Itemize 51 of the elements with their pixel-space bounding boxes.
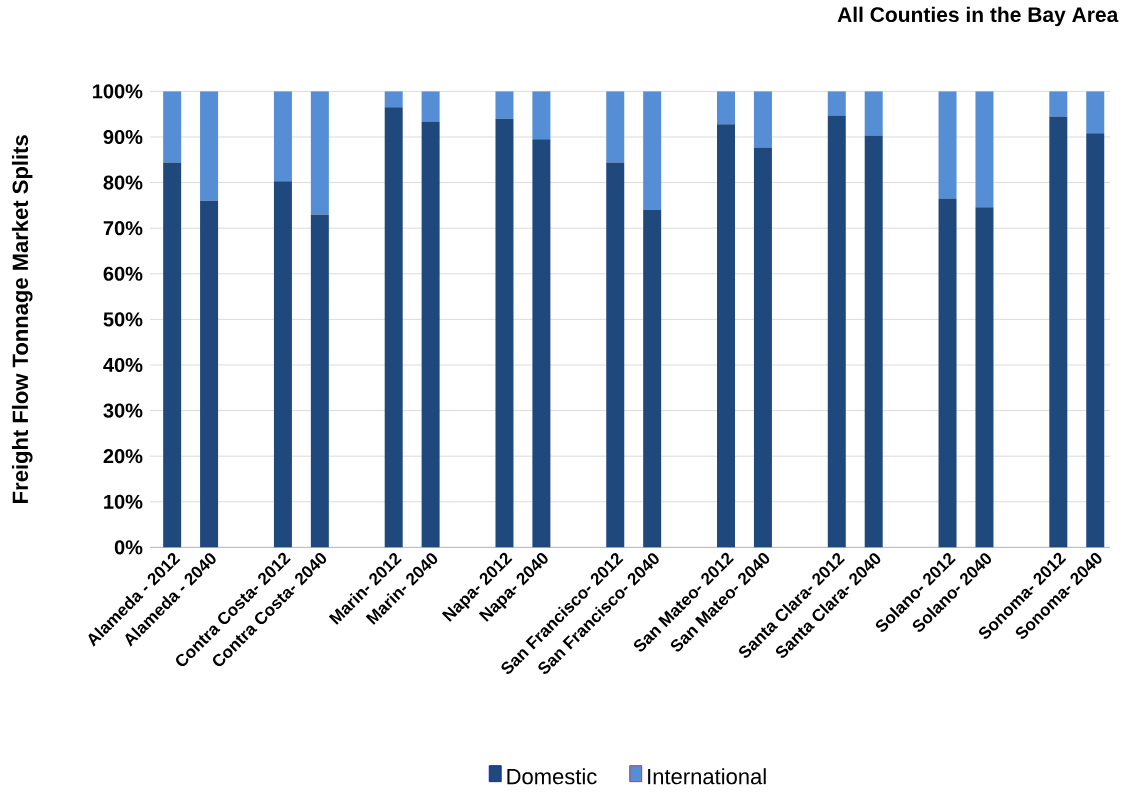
bar: [495, 91, 514, 119]
bar: [938, 198, 957, 548]
bar: [1086, 133, 1105, 548]
y-tick-label: 90%: [103, 129, 143, 144]
legend-label: International: [648, 768, 766, 785]
bar: [606, 162, 625, 548]
bar: [273, 181, 292, 548]
bar: [717, 91, 736, 125]
bar: [864, 91, 883, 136]
y-tick-label: 60%: [103, 266, 143, 281]
bar: [606, 91, 625, 163]
bar: [384, 107, 403, 548]
bar: [1049, 116, 1068, 548]
bar: [827, 115, 846, 548]
bar: [1049, 91, 1068, 117]
bar: [827, 91, 846, 116]
bar: [717, 124, 736, 548]
bar: [421, 121, 440, 548]
bar: [200, 91, 219, 201]
y-tick-label: 40%: [103, 357, 143, 372]
bar: [310, 214, 329, 548]
y-axis-title: Freight Flow Tonnage Market Splits: [11, 135, 33, 503]
bar: [643, 91, 662, 210]
bar: [273, 91, 292, 182]
y-tick-label: 20%: [103, 448, 143, 464]
y-tick-label: 100%: [93, 84, 143, 99]
bar: [384, 91, 403, 108]
bar: [975, 207, 994, 548]
y-tick-label: 70%: [103, 220, 143, 236]
y-tick-label: 30%: [103, 403, 143, 418]
bar: [495, 118, 514, 548]
bar: [975, 91, 994, 208]
y-tick-label: 80%: [103, 175, 143, 190]
bar: [753, 147, 772, 548]
bar: [163, 162, 182, 548]
bar: [532, 139, 551, 548]
bar: [200, 200, 219, 548]
y-tick-label: 0%: [114, 540, 143, 555]
bar: [532, 91, 551, 140]
bar: [643, 209, 662, 548]
bar: [938, 91, 957, 199]
chart-title: All Counties in the Bay Area: [837, 6, 1119, 27]
bar: [163, 91, 182, 163]
bar: [1086, 91, 1105, 134]
legend-label: Domestic: [507, 768, 597, 785]
bar: [864, 135, 883, 548]
bar: [753, 91, 772, 148]
bar: [310, 91, 329, 215]
y-tick-label: 10%: [104, 494, 143, 509]
y-tick-label: 50%: [103, 312, 143, 327]
bar: [421, 91, 440, 122]
